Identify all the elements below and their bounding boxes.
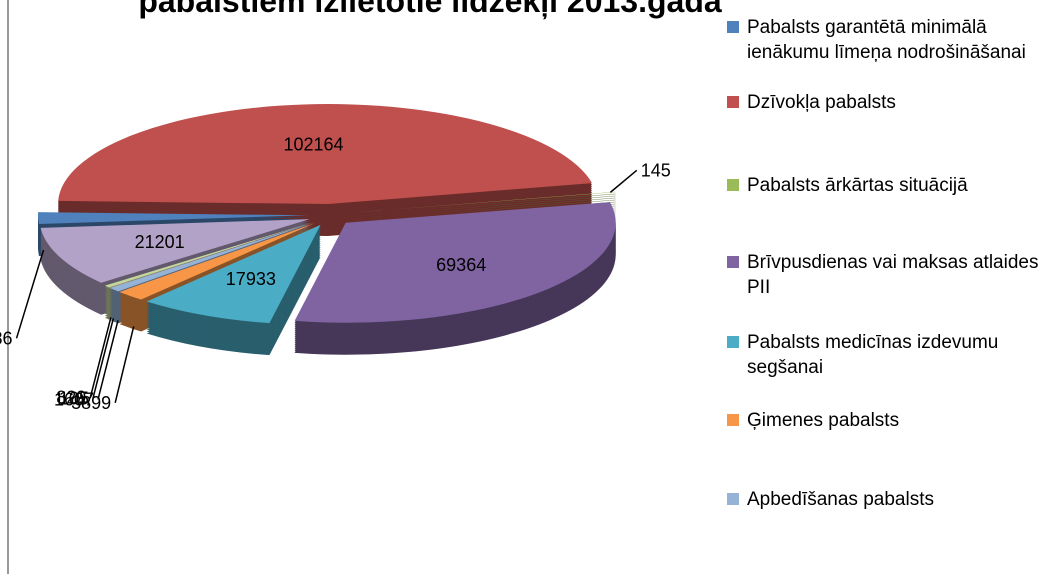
legend-entry: Pabalsts medicīnas izdevumu segšanai — [725, 330, 1043, 380]
legend-entry: Apbedīšanas pabalsts — [725, 487, 1043, 512]
data-label: 4186 — [0, 328, 13, 348]
slice — [40, 219, 310, 283]
slice-side — [351, 193, 616, 215]
legend-swatch — [727, 493, 739, 505]
legend-entry: Pabalsts garantētā minimālā ienākumu līm… — [725, 15, 1043, 65]
slice-side — [351, 195, 616, 217]
data-label: 17933 — [226, 269, 276, 289]
slice-side — [351, 197, 616, 219]
data-label: 69364 — [436, 255, 486, 275]
slice — [104, 222, 314, 288]
slice — [38, 212, 309, 225]
legend-entry: Pabalsts ārkārtas situācijā — [725, 173, 1043, 198]
leader-line — [89, 317, 112, 398]
data-label: 829 — [56, 388, 86, 408]
data-label: 3899 — [71, 393, 111, 413]
slice — [294, 202, 616, 323]
leader-line — [92, 318, 115, 399]
legend-entry: Ģimenes pabalsts — [725, 408, 1043, 433]
slice-side — [351, 199, 616, 221]
legend-entry: Brīvpusdienas vai maksas atlaides PII — [725, 250, 1043, 300]
legend-entry: Dzīvokļa pabalsts — [725, 90, 1043, 115]
legend-swatch — [727, 96, 739, 108]
data-label: 21201 — [135, 232, 185, 252]
legend-label: Dzīvokļa pabalsts — [747, 92, 896, 113]
legend-swatch — [727, 336, 739, 348]
legend-swatch — [727, 256, 739, 268]
legend-swatch — [727, 21, 739, 33]
data-label: 105 — [59, 388, 89, 408]
legend-label: Ģimenes pabalsts — [747, 410, 900, 431]
slice-tops — [38, 104, 616, 324]
slice — [109, 222, 314, 292]
leader-line — [114, 326, 135, 403]
data-label: 102164 — [283, 134, 343, 154]
legend-swatch — [727, 179, 739, 191]
leader-line — [609, 169, 638, 193]
slice — [119, 223, 315, 300]
legend-label: Apbedīšanas pabalsts — [747, 489, 934, 510]
legend-label: Pabalsts garantētā minimālā ienākumu līm… — [747, 17, 1026, 63]
slice — [146, 224, 321, 324]
legend-label: Pabalsts medicīnas izdevumu segšanai — [747, 332, 999, 378]
slice — [58, 104, 593, 205]
data-label: 145 — [641, 160, 671, 180]
chart-title: pabalstiem izlietotie līdzekļi 2013.gadā — [138, 0, 722, 19]
legend-label: Pabalsts ārkārtas situācijā — [747, 175, 968, 196]
slice — [351, 191, 616, 213]
legend-swatch — [727, 414, 739, 426]
slice — [109, 222, 314, 288]
legend-label: Brīvpusdienas vai maksas atlaides PII — [747, 252, 1039, 298]
leader-line — [15, 249, 45, 339]
data-label: 1607 — [54, 389, 94, 409]
leader-line — [97, 320, 119, 400]
